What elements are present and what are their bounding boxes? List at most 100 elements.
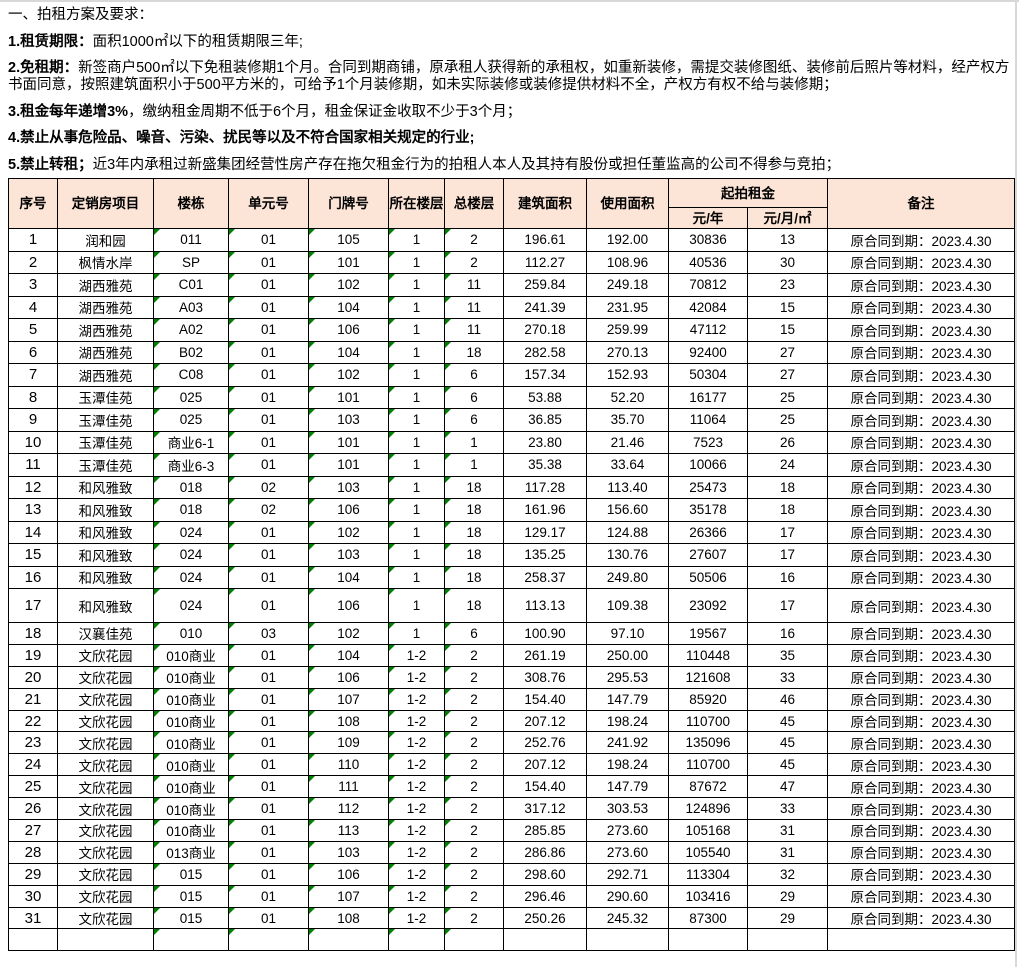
table-cell[interactable]: 101 xyxy=(308,453,389,477)
table-cell[interactable]: 1-2 xyxy=(388,709,445,733)
table-cell[interactable]: 102 xyxy=(308,363,389,387)
table-cell[interactable]: 245.32 xyxy=(586,906,669,930)
table-cell[interactable]: 2 xyxy=(444,250,504,274)
table-cell[interactable]: 2 xyxy=(444,840,504,864)
table-cell[interactable]: 1-2 xyxy=(388,753,445,777)
table-cell[interactable]: 1 xyxy=(388,498,445,522)
table-cell[interactable]: 1 xyxy=(388,228,445,252)
table-cell[interactable]: 2 xyxy=(444,862,504,886)
table-cell[interactable]: 018 xyxy=(153,475,229,499)
table-cell[interactable]: 01 xyxy=(228,520,309,544)
col-header-building[interactable]: 楼栋 xyxy=(153,178,229,229)
table-cell[interactable]: 玉潭佳苑 xyxy=(57,453,154,477)
table-cell[interactable]: 玉潭佳苑 xyxy=(57,430,154,454)
table-cell[interactable]: 湖西雅苑 xyxy=(57,318,154,342)
table-cell[interactable]: 106 xyxy=(308,498,389,522)
table-cell[interactable]: 109 xyxy=(308,731,389,755)
table-cell[interactable]: 1-2 xyxy=(388,884,445,908)
table-cell[interactable]: 玉潭佳苑 xyxy=(57,385,154,409)
table-cell[interactable]: 01 xyxy=(228,775,309,799)
table-cell[interactable]: C01 xyxy=(153,273,229,297)
table-cell[interactable]: 6 xyxy=(8,340,58,364)
table-cell[interactable]: 207.12 xyxy=(503,709,587,733)
table-cell[interactable]: 原合同到期：2023.4.30 xyxy=(827,884,1015,908)
table-cell[interactable]: 2 xyxy=(444,687,504,711)
table-cell[interactable]: 原合同到期：2023.4.30 xyxy=(827,408,1015,432)
table-cell[interactable]: 296.46 xyxy=(503,884,587,908)
table-cell[interactable]: 01 xyxy=(228,228,309,252)
table-cell[interactable]: 文欣花园 xyxy=(57,840,154,864)
table-cell[interactable]: 01 xyxy=(228,709,309,733)
table-cell[interactable]: 010商业 xyxy=(153,731,229,755)
table-cell[interactable]: 原合同到期：2023.4.30 xyxy=(827,498,1015,522)
table-cell[interactable]: 和风雅致 xyxy=(57,475,154,499)
table-cell[interactable]: 270.18 xyxy=(503,318,587,342)
table-cell[interactable] xyxy=(444,928,504,952)
table-cell[interactable]: 1-2 xyxy=(388,797,445,821)
table-cell[interactable]: 110700 xyxy=(668,753,748,777)
table-cell[interactable]: 23 xyxy=(747,273,828,297)
table-cell[interactable]: 26 xyxy=(8,797,58,821)
table-cell[interactable]: 273.60 xyxy=(586,819,669,842)
table-cell[interactable]: 15 xyxy=(747,295,828,319)
table-cell[interactable]: 湖西雅苑 xyxy=(57,273,154,297)
table-cell[interactable]: 010商业 xyxy=(153,709,229,733)
table-cell[interactable]: 29 xyxy=(8,862,58,886)
table-cell[interactable]: 10 xyxy=(8,430,58,454)
table-cell[interactable]: 46 xyxy=(747,687,828,711)
table-cell[interactable]: 17 xyxy=(8,588,58,623)
table-cell[interactable]: 01 xyxy=(228,340,309,364)
table-cell[interactable]: 110 xyxy=(308,753,389,777)
table-cell[interactable]: 6 xyxy=(444,385,504,409)
table-cell[interactable]: 18 xyxy=(747,498,828,522)
col-header-rent-per-month[interactable]: 元/月/㎡ xyxy=(747,207,828,229)
table-cell[interactable]: 105168 xyxy=(668,819,748,842)
table-cell[interactable]: 27607 xyxy=(668,543,748,567)
table-cell[interactable]: 308.76 xyxy=(503,665,587,689)
table-cell[interactable]: 16 xyxy=(747,565,828,589)
table-cell[interactable]: 原合同到期：2023.4.30 xyxy=(827,687,1015,711)
table-cell[interactable]: 105540 xyxy=(668,840,748,864)
table-cell[interactable]: 1-2 xyxy=(388,643,445,667)
table-cell[interactable]: 241.39 xyxy=(503,295,587,319)
table-cell[interactable] xyxy=(827,928,1015,952)
table-cell[interactable]: 108 xyxy=(308,906,389,930)
table-cell[interactable]: 011 xyxy=(153,228,229,252)
table-cell[interactable]: 原合同到期：2023.4.30 xyxy=(827,840,1015,864)
table-cell[interactable] xyxy=(153,928,229,952)
table-cell[interactable]: 010 xyxy=(153,622,229,645)
table-cell[interactable]: 103 xyxy=(308,408,389,432)
table-cell[interactable]: 196.61 xyxy=(503,228,587,252)
table-cell[interactable]: 02 xyxy=(228,498,309,522)
table-cell[interactable]: 18 xyxy=(8,622,58,645)
table-cell[interactable]: 40536 xyxy=(668,250,748,274)
table-cell[interactable]: 258.37 xyxy=(503,565,587,589)
table-cell[interactable]: 259.99 xyxy=(586,318,669,342)
table-cell[interactable]: 147.79 xyxy=(586,687,669,711)
table-cell[interactable]: 282.58 xyxy=(503,340,587,364)
table-cell[interactable]: 103 xyxy=(308,475,389,499)
table-cell[interactable] xyxy=(388,928,445,952)
table-cell[interactable]: 原合同到期：2023.4.30 xyxy=(827,543,1015,567)
table-cell[interactable]: 31 xyxy=(747,819,828,842)
table-cell[interactable]: 290.60 xyxy=(586,884,669,908)
table-cell[interactable]: 原合同到期：2023.4.30 xyxy=(827,565,1015,589)
table-cell[interactable]: 01 xyxy=(228,430,309,454)
table-cell[interactable]: 01 xyxy=(228,819,309,842)
table-cell[interactable]: 87672 xyxy=(668,775,748,799)
table-cell[interactable]: 2 xyxy=(444,643,504,667)
table-cell[interactable]: 104 xyxy=(308,340,389,364)
table-cell[interactable]: 110700 xyxy=(668,709,748,733)
table-cell[interactable]: 013商业 xyxy=(153,840,229,864)
table-cell[interactable]: 17 xyxy=(747,520,828,544)
table-cell[interactable]: 25 xyxy=(747,408,828,432)
table-cell[interactable]: 原合同到期：2023.4.30 xyxy=(827,475,1015,499)
table-cell[interactable]: 14 xyxy=(8,520,58,544)
table-cell[interactable]: 161.96 xyxy=(503,498,587,522)
table-cell[interactable]: 129.17 xyxy=(503,520,587,544)
table-cell[interactable]: 2 xyxy=(444,906,504,930)
table-cell[interactable]: 28 xyxy=(8,840,58,864)
table-cell[interactable]: 32 xyxy=(747,862,828,886)
table-cell[interactable]: 52.20 xyxy=(586,385,669,409)
table-cell[interactable]: 23.80 xyxy=(503,430,587,454)
